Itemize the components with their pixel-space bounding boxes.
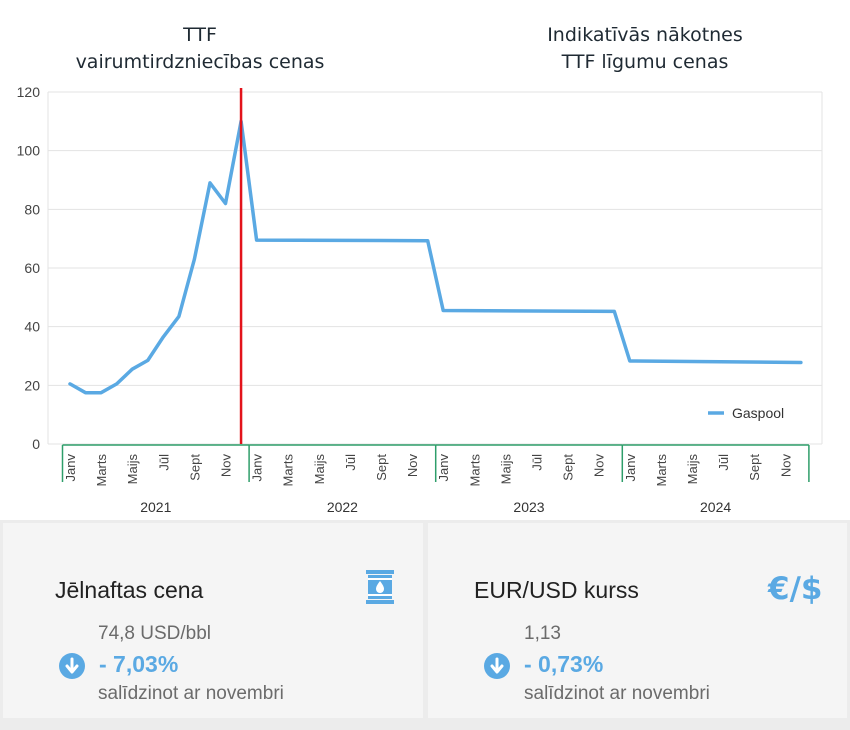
month-tick-label: Marts [467,454,482,487]
month-tick-label: Sept [374,454,389,481]
month-tick-label: Sept [561,454,576,481]
month-tick-label: Nov [778,454,793,478]
month-tick-label: Maijs [125,454,140,485]
month-tick-label: Jūl [716,454,731,471]
fx-card-title: EUR/USD kurss [474,577,639,603]
oil-card-note: salīdzinot ar novembri [98,683,284,704]
oil-price-card: Jēlnaftas cena 74,8 USD/bbl - 7,03% salī… [3,523,423,718]
oil-barrel-icon [366,570,394,604]
year-label: 2024 [700,499,731,515]
y-tick-label: 40 [24,319,40,335]
month-tick-label: Jūl [156,454,171,471]
year-label: 2021 [140,499,171,515]
year-label: 2023 [513,499,544,515]
right-chart-title: Indikatīvās nākotnes TTF līgumu cenas [490,22,800,76]
fx-rate-card: EUR/USD kurss €/$ 1,13 - 0,73% salīdzino… [428,523,847,718]
month-tick-label: Nov [405,454,420,478]
y-tick-label: 0 [32,436,40,452]
month-tick-label: Marts [654,454,669,487]
month-tick-label: Jūl [530,454,545,471]
left-title-line1: TTF [183,24,217,46]
right-title-line2: TTF līgumu cenas [561,51,729,73]
month-tick-label: Marts [94,454,109,487]
month-tick-label: Maijs [685,454,700,485]
arrow-down-circle-icon [59,653,85,679]
arrow-down-circle-icon [484,653,510,679]
fx-card-note: salīdzinot ar novembri [524,683,710,704]
y-tick-label: 100 [17,143,41,159]
euro-dollar-icon: €/$ [768,571,823,607]
month-tick-label: Nov [219,454,234,478]
y-tick-label: 80 [24,201,40,217]
fx-card-change: - 0,73% [524,651,604,677]
month-tick-label: Janv [623,454,638,482]
month-tick-label: Janv [250,454,265,482]
month-tick-label: Maijs [312,454,327,485]
month-tick-label: Marts [281,454,296,487]
fx-card-value: 1,13 [524,623,561,644]
indicator-cards: Jēlnaftas cena 74,8 USD/bbl - 7,03% salī… [0,520,850,730]
month-tick-label: Janv [63,454,78,482]
y-tick-label: 20 [24,377,40,393]
legend-label: Gaspool [732,405,784,421]
y-tick-label: 60 [24,260,40,276]
left-chart-title: TTF vairumtirdzniecības cenas [40,22,360,76]
y-tick-label: 120 [17,84,41,100]
month-tick-label: Sept [187,454,202,481]
oil-card-value: 74,8 USD/bbl [98,623,212,644]
chart-area: TTF vairumtirdzniecības cenas Indikatīvā… [17,22,823,515]
series-line-gaspool [68,119,803,395]
oil-card-title: Jēlnaftas cena [55,577,204,603]
oil-card-change: - 7,03% [99,651,179,677]
month-tick-label: Sept [747,454,762,481]
year-label: 2022 [327,499,358,515]
right-title-line1: Indikatīvās nākotnes [547,24,743,46]
month-tick-label: Janv [436,454,451,482]
line-chart: 0 20 40 60 80 100 120 2021 Janv Marts Maijs Jūl Sept… [17,84,823,515]
month-tick-label: Jūl [343,454,358,471]
month-tick-label: Nov [592,454,607,478]
left-title-line2: vairumtirdzniecības cenas [75,51,325,73]
month-tick-label: Maijs [498,454,513,485]
